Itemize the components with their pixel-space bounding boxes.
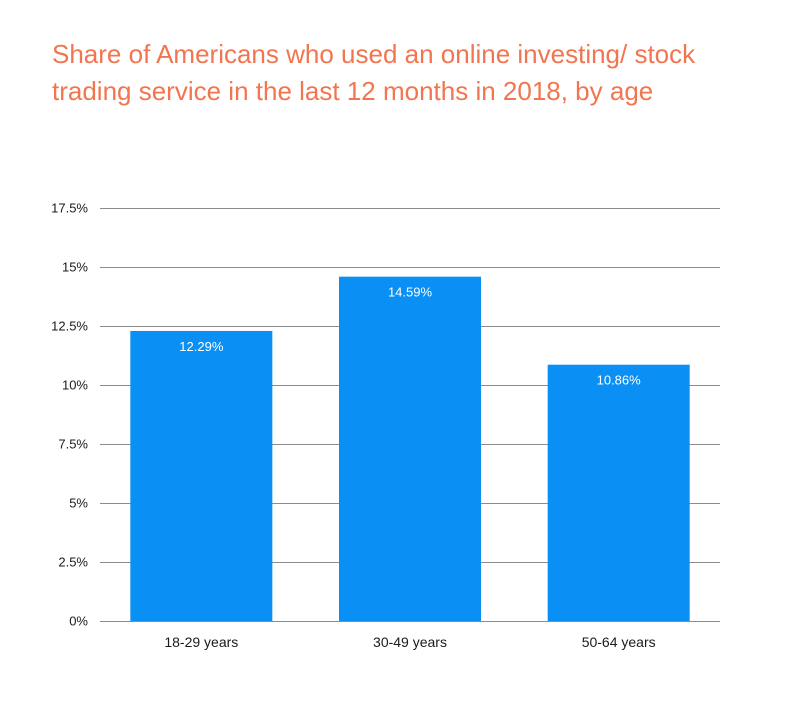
y-tick-label: 17.5%: [51, 201, 88, 216]
value-labels: 12.29% 14.59% 10.86%: [179, 285, 641, 388]
bar-value-label: 10.86%: [597, 373, 642, 388]
bar: [547, 364, 690, 621]
chart-title: Share of Americans who used an online in…: [52, 39, 696, 106]
bar: [130, 330, 273, 621]
x-category-label: 18-29 years: [164, 634, 238, 650]
y-tick-label: 0%: [69, 614, 88, 629]
x-category-label: 50-64 years: [582, 634, 656, 650]
y-tick-label: 2.5%: [58, 555, 88, 570]
bars: [130, 276, 690, 621]
x-category-label: 30-49 years: [373, 634, 447, 650]
y-tick-label: 15%: [62, 260, 88, 275]
y-axis-ticks: 0% 2.5% 5% 7.5% 10% 12.5% 15% 17.5%: [51, 201, 88, 629]
bar: [339, 276, 481, 621]
x-axis-categories: 18-29 years 30-49 years 50-64 years: [164, 634, 655, 650]
y-tick-label: 10%: [62, 378, 88, 393]
y-tick-label: 7.5%: [58, 437, 88, 452]
y-tick-label: 12.5%: [51, 319, 88, 334]
bar-value-label: 14.59%: [388, 285, 433, 300]
y-tick-label: 5%: [69, 496, 88, 511]
bar-value-label: 12.29%: [179, 339, 224, 354]
